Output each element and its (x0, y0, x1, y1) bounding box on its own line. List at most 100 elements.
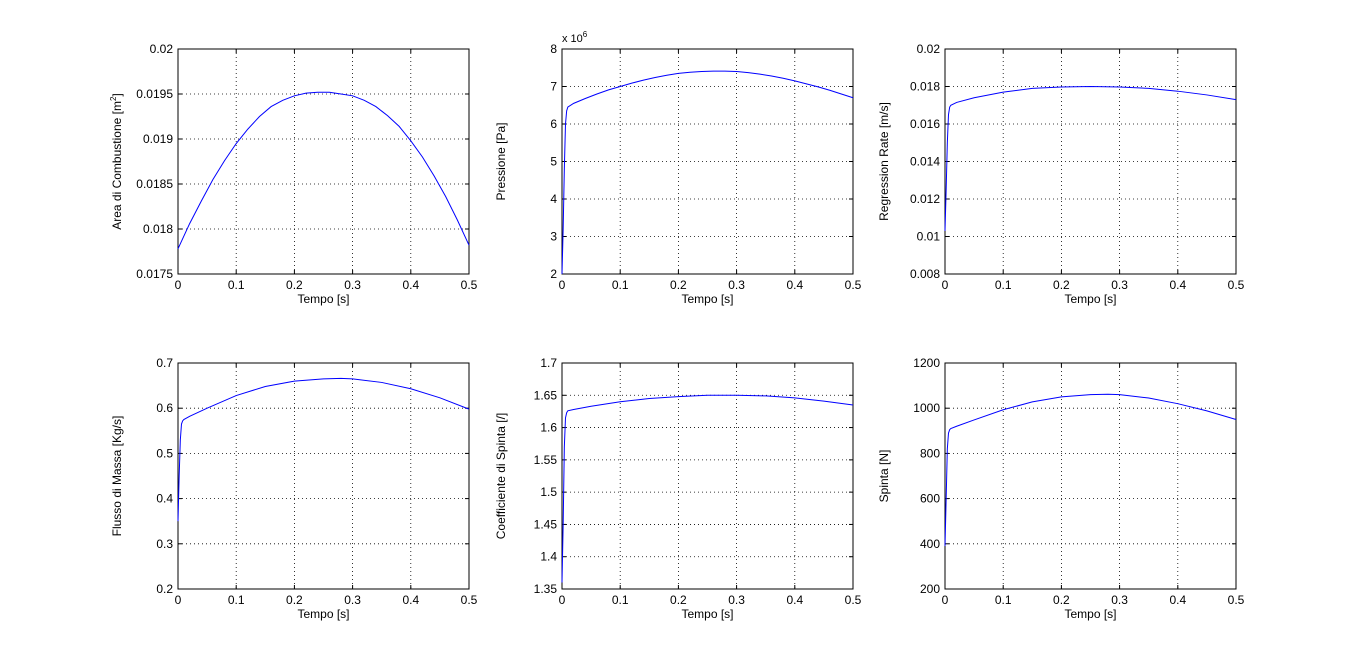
x-tick-label: 0.5 (845, 278, 862, 292)
y-exponent-label: x 106 (562, 30, 588, 45)
series-line (944, 393, 1237, 547)
y-tick-label: 3 (550, 230, 557, 244)
y-tick-label: 0.2 (156, 582, 173, 596)
y-tick-label: 0.018 (143, 222, 173, 236)
x-tick-label: 0.1 (995, 593, 1012, 607)
y-tick-label: 0.008 (910, 267, 940, 281)
y-tick-label: 0.01 (917, 230, 941, 244)
y-tick-label: 0.012 (910, 192, 940, 206)
axes-box (177, 48, 470, 275)
chart-panel-1: 0 0.1 0.2 0.3 0.4 0.5 0.0175 0.018 0.0185 0.019 0.… (109, 42, 478, 306)
x-tick-label: 0.2 (1053, 593, 1070, 607)
x-tick-label: 0.5 (1228, 278, 1245, 292)
x-tick-label: 0.1 (228, 593, 245, 607)
y-axis-label: Area di Combustione [m2] (109, 93, 124, 230)
x-axis-label: Tempo [s] (681, 292, 733, 306)
x-tick-label: 0.1 (612, 278, 629, 292)
chart-panel-2: 0 0.1 0.2 0.3 0.4 0.5 2 3 4 5 6 7 8 x 106 Tempo [s] Pre… (494, 30, 862, 306)
plot-area (945, 49, 1236, 274)
y-tick-label: 0.019 (143, 132, 173, 146)
y-tick-label: 0.6 (156, 401, 173, 415)
y-tick-label: 1.45 (534, 517, 558, 531)
x-tick-label: 0.3 (728, 278, 745, 292)
x-tick-label: 0.5 (461, 593, 478, 607)
y-tick-label: 1.65 (534, 388, 558, 402)
series-line (944, 85, 1237, 231)
y-tick-label: 0.4 (156, 492, 173, 506)
x-tick-label: 0 (175, 278, 182, 292)
x-axis-label: Tempo [s] (681, 607, 733, 621)
y-tick-label: 1200 (913, 356, 940, 370)
y-tick-label: 6 (550, 117, 557, 131)
y-tick-label: 7 (550, 80, 557, 94)
x-tick-label: 0.4 (786, 278, 803, 292)
y-tick-label: 0.02 (150, 42, 174, 56)
axes-box (561, 48, 854, 275)
axes-box (177, 362, 470, 590)
y-tick-label: 400 (920, 537, 940, 551)
chart-panel-3: 0 0.1 0.2 0.3 0.4 0.5 0.008 0.01 0.012 0.014 0.016… (877, 42, 1245, 306)
y-tick-label: 5 (550, 155, 557, 169)
x-tick-label: 0.4 (402, 278, 419, 292)
x-axis-label: Tempo [s] (1064, 292, 1116, 306)
y-axis-label: Pressione [Pa] (494, 122, 508, 200)
axes-box (561, 362, 854, 590)
y-tick-label: 0.3 (156, 537, 173, 551)
axes-box (944, 48, 1237, 275)
plot-area (562, 49, 853, 274)
axes-box (944, 362, 1237, 590)
x-axis-label: Tempo [s] (297, 292, 349, 306)
series-line (177, 91, 470, 250)
y-axis-label: Spinta [N] (877, 450, 891, 503)
y-tick-label: 1.7 (540, 356, 557, 370)
x-tick-label: 0.1 (228, 278, 245, 292)
y-tick-label: 0.0175 (136, 267, 173, 281)
y-tick-label: 0.014 (910, 155, 940, 169)
y-tick-label: 4 (550, 192, 557, 206)
series-line (561, 70, 854, 275)
x-tick-label: 0.3 (344, 593, 361, 607)
plot-area (178, 363, 469, 589)
x-tick-label: 0.4 (1169, 278, 1186, 292)
plot-area (562, 363, 853, 589)
y-tick-label: 1.4 (540, 550, 557, 564)
x-tick-label: 0.1 (612, 593, 629, 607)
y-tick-label: 8 (550, 42, 557, 56)
series-line (561, 394, 854, 583)
x-tick-label: 0.2 (286, 593, 303, 607)
y-axis-label: Regression Rate [m/s] (877, 102, 891, 221)
chart-panel-5: 0 0.1 0.2 0.3 0.4 0.5 1.35 1.4 1.45 1.5 1.55 1.6 1.6… (494, 356, 862, 621)
y-tick-label: 2 (550, 267, 557, 281)
x-tick-label: 0.3 (728, 593, 745, 607)
y-tick-label: 200 (920, 582, 940, 596)
y-axis-label: Flusso di Massa [Kg/s] (110, 416, 124, 537)
x-tick-label: 0 (559, 278, 566, 292)
y-tick-label: 0.016 (910, 117, 940, 131)
x-tick-label: 0.4 (1169, 593, 1186, 607)
y-axis-label: Coefficiente di Spinta [/] (494, 413, 508, 540)
y-tick-label: 600 (920, 492, 940, 506)
x-tick-label: 0.2 (1053, 278, 1070, 292)
y-tick-label: 0.0185 (136, 177, 173, 191)
plot-area (178, 49, 469, 274)
x-tick-label: 0.4 (402, 593, 419, 607)
x-axis-label: Tempo [s] (297, 607, 349, 621)
y-tick-label: 0.7 (156, 356, 173, 370)
x-tick-label: 0.4 (786, 593, 803, 607)
series-line (177, 377, 470, 522)
x-tick-label: 0.3 (1111, 593, 1128, 607)
x-tick-label: 0 (559, 593, 566, 607)
x-tick-label: 0.5 (845, 593, 862, 607)
plot-area (945, 363, 1236, 589)
x-tick-label: 0.5 (461, 278, 478, 292)
y-tick-label: 1000 (913, 401, 940, 415)
x-tick-label: 0.2 (670, 278, 687, 292)
y-tick-label: 1.5 (540, 485, 557, 499)
x-tick-label: 0 (942, 278, 949, 292)
y-tick-label: 0.5 (156, 446, 173, 460)
x-tick-label: 0.5 (1228, 593, 1245, 607)
x-axis-label: Tempo [s] (1064, 607, 1116, 621)
x-tick-label: 0.2 (670, 593, 687, 607)
